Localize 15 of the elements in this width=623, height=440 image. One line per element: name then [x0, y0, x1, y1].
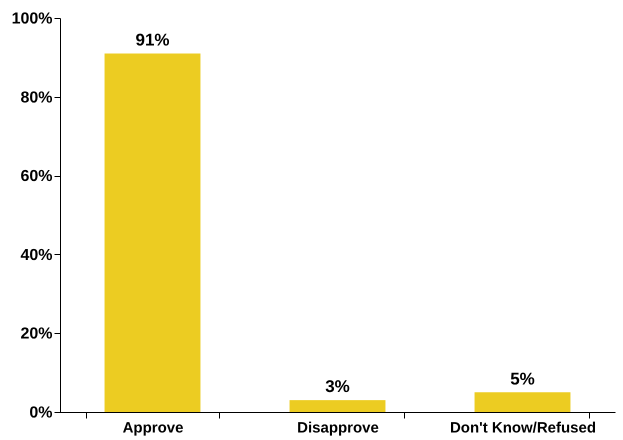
y-tick-label: 0% [29, 404, 52, 422]
x-tick-label: Don't Know/Refused [450, 420, 596, 436]
y-tick-label: 100% [12, 10, 52, 28]
data-label: 5% [510, 369, 535, 388]
y-tick-label: 20% [20, 326, 52, 343]
y-tick-label: 60% [20, 168, 52, 186]
bar [474, 392, 570, 412]
data-label: 3% [325, 377, 350, 396]
y-tick-label: 40% [20, 246, 52, 264]
bar [104, 53, 200, 412]
x-tick-label: Disapprove [297, 420, 379, 436]
bar [290, 400, 386, 412]
y-tick-label: 80% [20, 89, 52, 106]
x-tick-label: Approve [122, 420, 184, 436]
data-label: 91% [135, 30, 170, 50]
